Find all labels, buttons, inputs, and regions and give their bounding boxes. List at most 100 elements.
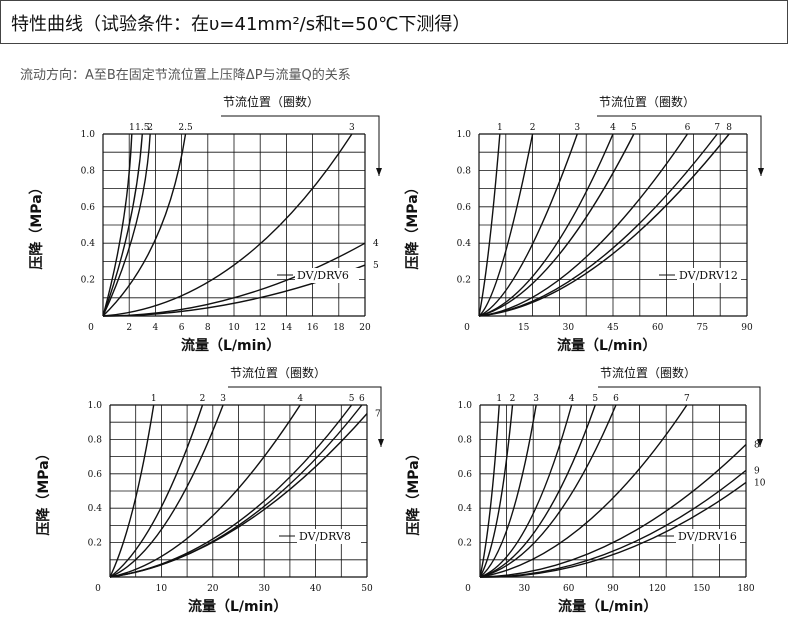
model-label-bg	[297, 529, 361, 544]
series-line-3	[109, 404, 224, 578]
series-label: 9	[754, 466, 760, 476]
y-tick-label: 0.8	[458, 435, 473, 445]
x-tick-label: 20	[207, 584, 219, 594]
y-tick-label: 0.2	[458, 539, 472, 549]
series-label: 7	[684, 394, 690, 404]
series-label: 6	[359, 394, 365, 404]
series-line-5	[478, 133, 635, 317]
position-title: 节流位置（圈数）	[230, 365, 326, 380]
model-label-bg	[676, 529, 740, 544]
series-label: 4	[373, 239, 379, 249]
chart-dv-drv12: 0.20.40.60.81.00 15 30 45 60 75 90压降（MPa）流量（L/…	[404, 94, 764, 354]
model-label-bg	[295, 268, 359, 283]
series-label: 3	[349, 123, 355, 133]
page-title: 特性曲线（试验条件：在υ=41mm²/s和t=50℃下测得）	[11, 14, 471, 35]
x-tick-label: 0	[88, 323, 94, 333]
y-tick-label: 0.6	[458, 470, 473, 480]
series-line-8	[479, 444, 747, 578]
series-label: 3	[220, 394, 226, 404]
y-tick-label: 0.4	[457, 239, 472, 249]
series-line-6	[478, 133, 689, 317]
series-label: 7	[375, 410, 381, 420]
x-tick-label: 75	[697, 323, 709, 333]
series-label: 7	[714, 123, 720, 133]
grid	[109, 404, 368, 578]
x-tick-label: 50	[361, 584, 373, 594]
x-tick-label: 60	[652, 323, 664, 333]
series-line-1-5	[102, 133, 143, 317]
position-arrow-head	[378, 439, 384, 447]
x-axis-label: 流量（L/min）	[558, 598, 657, 615]
x-tick-label: 180	[737, 584, 754, 594]
y-tick-label: 0.6	[88, 470, 103, 480]
x-tick-label: 150	[693, 584, 710, 594]
series-line-7	[479, 404, 688, 578]
position-title: 节流位置（圈数）	[223, 94, 319, 109]
series-line-2	[102, 133, 151, 317]
y-tick-label: 0.6	[457, 203, 472, 213]
chart-dv-drv6: 0.20.40.60.81.00 2 4 6 8 10 12 14 16 18 20压降（MPa）流…	[28, 94, 382, 354]
header-frame: 特性曲线（试验条件：在υ=41mm²/s和t=50℃下测得）	[0, 0, 788, 44]
series-label: 2.5	[178, 123, 193, 133]
series-line-2	[109, 404, 204, 578]
series-label: 4	[569, 394, 575, 404]
series-line-3	[102, 133, 353, 317]
y-axis-label: 压降（MPa）	[35, 446, 52, 535]
y-axis-label: 压降（MPa）	[28, 180, 45, 269]
series-line-1	[479, 404, 500, 578]
series-line-1	[109, 404, 155, 578]
x-tick-label: 12	[254, 323, 265, 333]
x-tick-label: 4	[153, 323, 159, 333]
position-title: 节流位置（圈数）	[599, 94, 695, 109]
series-line-8	[478, 133, 730, 317]
x-tick-label: 14	[281, 323, 293, 333]
series-label: 2	[200, 394, 206, 404]
series-label: 4	[610, 123, 616, 133]
x-tick-label: 90	[741, 323, 753, 333]
series-label: 10	[754, 478, 766, 488]
series-label: 8	[754, 441, 760, 451]
x-axis-label: 流量（L/min）	[188, 598, 287, 615]
series-label: 5	[592, 394, 598, 404]
series-line-2	[478, 133, 534, 317]
series-label: 6	[685, 123, 691, 133]
series-line-2	[479, 404, 514, 578]
y-tick-label: 0.4	[81, 239, 96, 249]
x-tick-label: 30	[519, 584, 531, 594]
y-tick-label: 0.4	[88, 504, 103, 514]
y-tick-label: 0.8	[457, 166, 472, 176]
position-arrow-head	[757, 439, 763, 447]
series-line-1	[478, 133, 501, 317]
y-tick-label: 0.2	[81, 276, 95, 286]
series-label: 2	[510, 394, 516, 404]
flow-direction-note: 流动方向：A至B在固定节流位置上压降ΔP与流量Q的关系	[20, 68, 351, 83]
series-label: 4	[297, 394, 303, 404]
y-tick-label: 0.8	[88, 435, 103, 445]
series-label: 1	[496, 394, 502, 404]
y-tick-label: 0.2	[88, 539, 102, 549]
position-arrow-head	[376, 168, 382, 176]
series-line-7	[109, 413, 368, 578]
y-tick-label: 0.6	[81, 203, 96, 213]
y-tick-label: 1.0	[88, 401, 103, 411]
model-label-bg	[677, 268, 741, 283]
x-axis-label: 流量（L/min）	[181, 337, 280, 354]
series-label: 3	[533, 394, 539, 404]
model-label: DV/DRV12	[679, 269, 738, 282]
y-tick-label: 0.8	[81, 166, 96, 176]
x-tick-label: 16	[307, 323, 319, 333]
x-tick-label: 6	[179, 323, 185, 333]
position-title: 节流位置（圈数）	[600, 365, 696, 380]
series-label: 2	[530, 123, 536, 133]
y-tick-label: 1.0	[458, 401, 473, 411]
x-tick-label: 8	[205, 323, 211, 333]
x-tick-label: 10	[156, 584, 168, 594]
y-axis-label: 压降（MPa）	[405, 446, 422, 535]
series-line-10	[479, 481, 747, 578]
chart-dv-drv8: 0.2 0.4 0.6 0.8 1.0 0 10 20 30 40 50 压降（MPa） 流量（L/mi…	[35, 365, 384, 615]
chart-dv-drv16: 0.2 0.4 0.6 0.8 1.0 0 30 60 90 120 150 180 压降（MPa） 流量…	[405, 365, 766, 615]
x-tick-label: 120	[649, 584, 666, 594]
grid	[479, 404, 747, 578]
series-label: 5	[373, 261, 379, 271]
series-line-4	[109, 404, 301, 578]
